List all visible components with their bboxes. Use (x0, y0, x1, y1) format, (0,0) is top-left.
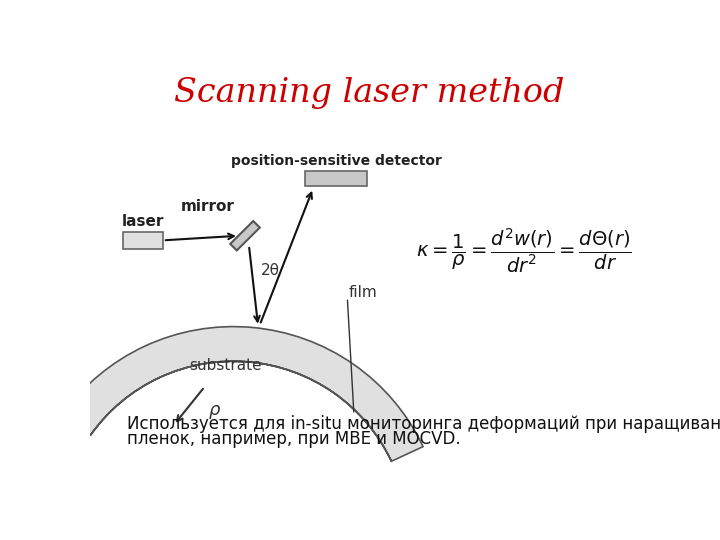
Text: пленок, например, при MBE и MOCVD.: пленок, например, при MBE и MOCVD. (127, 430, 461, 448)
Text: Используется для in-situ мониторинга деформаций при наращивании: Используется для in-situ мониторинга деф… (127, 415, 720, 433)
FancyBboxPatch shape (305, 171, 367, 186)
Text: ρ: ρ (208, 401, 220, 418)
Text: Scanning laser method: Scanning laser method (174, 77, 564, 109)
Wedge shape (62, 327, 423, 461)
Text: mirror: mirror (180, 199, 234, 214)
Bar (230, 221, 260, 251)
Wedge shape (91, 361, 392, 461)
Text: laser: laser (122, 214, 164, 229)
Text: $\kappa = \dfrac{1}{\rho} = \dfrac{d^2w(r)}{dr^2} = \dfrac{d\Theta(r)}{dr}$: $\kappa = \dfrac{1}{\rho} = \dfrac{d^2w(… (416, 227, 632, 275)
FancyBboxPatch shape (122, 232, 163, 249)
Text: 2θ: 2θ (261, 262, 279, 278)
Text: film: film (349, 285, 377, 300)
Text: position-sensitive detector: position-sensitive detector (231, 154, 442, 168)
Text: substrate: substrate (189, 357, 262, 373)
